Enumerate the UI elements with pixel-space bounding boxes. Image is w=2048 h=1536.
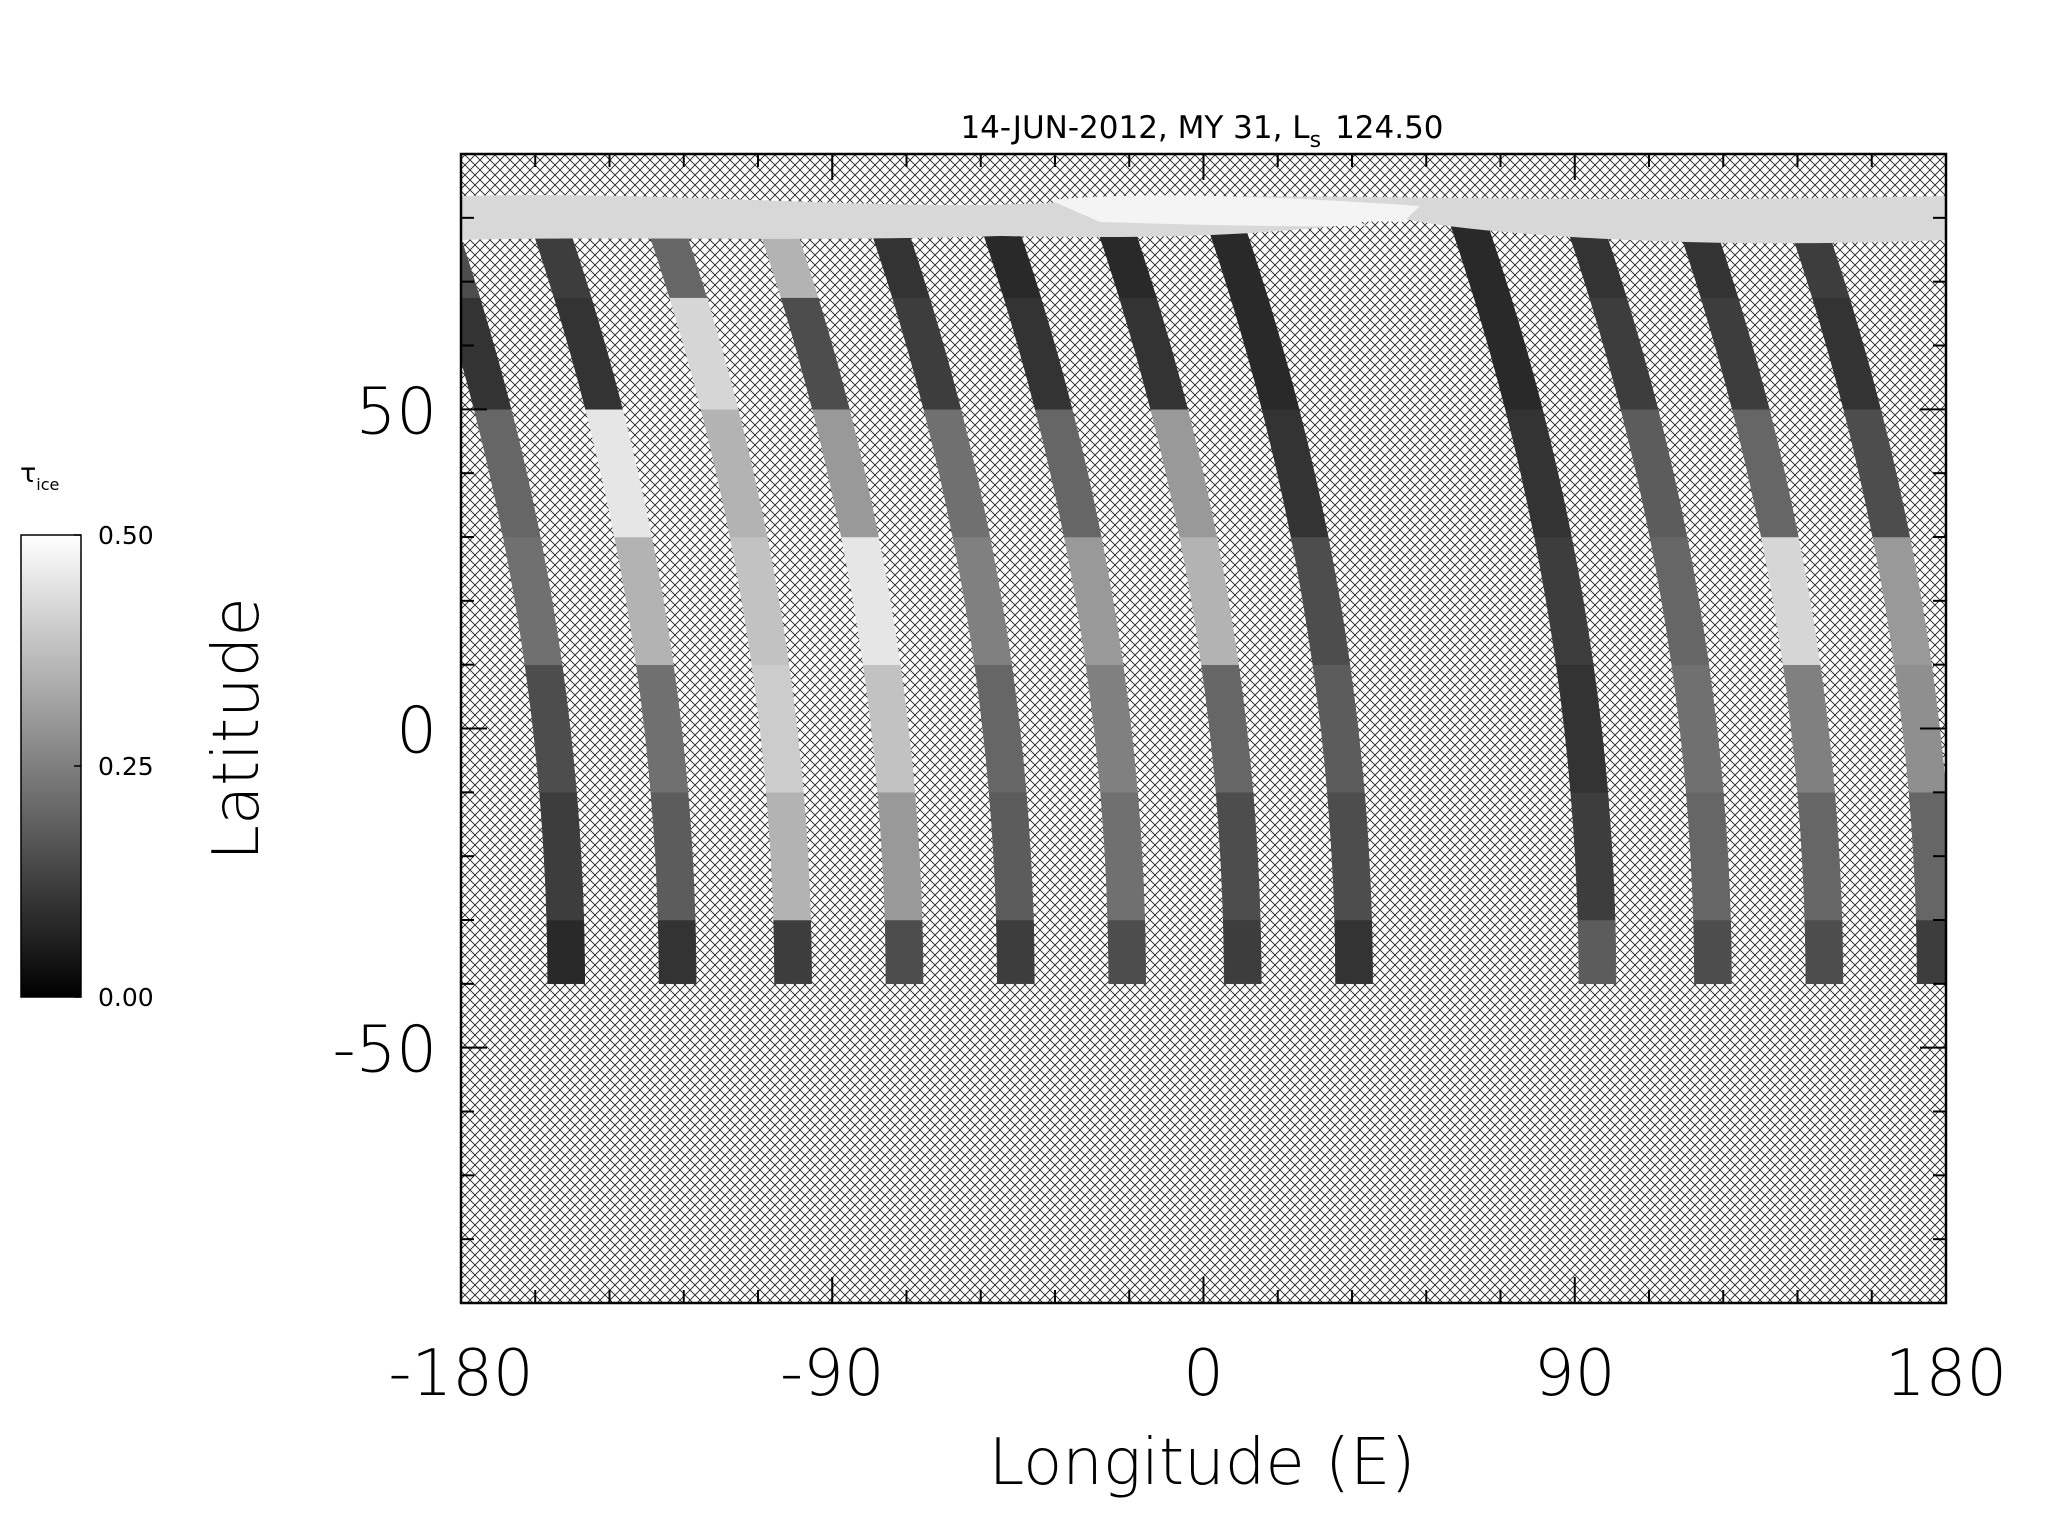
swath-cell <box>1685 792 1731 921</box>
swath-cell <box>650 792 696 921</box>
x-tick-label: 90 <box>1534 1337 1615 1411</box>
x-tick-label: 180 <box>1885 1337 2007 1411</box>
swath-cell <box>1100 792 1146 921</box>
swath-cell <box>1804 919 1844 985</box>
colorbar-tick-label: 0.25 <box>98 752 154 781</box>
swath-cell <box>1334 919 1373 985</box>
swath-cell <box>461 237 481 298</box>
title-text: 14-JUN-2012, MY 31, L <box>960 110 1310 146</box>
colorbar-symbol: τ <box>20 458 36 489</box>
swath-cell <box>1222 919 1262 985</box>
swath-cell <box>539 792 585 921</box>
swath-cell <box>657 919 697 985</box>
y-axis-label: Latitude <box>200 597 274 860</box>
y-tick-label: 0 <box>396 695 437 769</box>
swath-cell <box>877 792 923 921</box>
map-layer <box>461 195 1946 985</box>
swath-cell <box>1327 792 1372 921</box>
chart-title: 14-JUN-2012, MY 31, Ls 124.50 <box>960 110 1443 153</box>
colorbar-subscript: ice <box>36 475 59 494</box>
swath-cell <box>1797 792 1843 921</box>
polar-cap-bright <box>1050 195 1420 227</box>
swath-cell <box>1107 919 1147 985</box>
colorbar-label: τice <box>20 458 59 494</box>
colorbar <box>20 534 82 998</box>
x-tick-label: -180 <box>388 1337 533 1411</box>
swath-cell <box>884 919 924 985</box>
swath-cell <box>766 792 811 921</box>
swath-cell <box>996 919 1035 985</box>
swath-cell <box>773 919 812 985</box>
swath-cell <box>1693 919 1732 985</box>
swath-cell <box>1570 792 1616 921</box>
y-tick-label: -50 <box>332 1014 437 1088</box>
swath-cell <box>988 792 1034 921</box>
title-value: 124.50 <box>1335 110 1443 146</box>
swath-cell <box>1577 919 1617 985</box>
title-subscript: s <box>1310 128 1321 153</box>
x-tick-label: 0 <box>1183 1337 1224 1411</box>
x-tick-label: -90 <box>780 1337 885 1411</box>
swath-cell <box>546 919 586 985</box>
colorbar-tick-label: 0.50 <box>98 521 154 550</box>
swath-cell <box>1908 792 1946 921</box>
polar-gap <box>1360 221 1440 232</box>
y-tick-label: 50 <box>356 375 437 449</box>
swath-cell <box>1915 919 1946 985</box>
swath-cell <box>1215 792 1261 921</box>
x-axis-label: Longitude (E) <box>989 1426 1416 1500</box>
colorbar-tick-label: 0.00 <box>98 983 154 1012</box>
